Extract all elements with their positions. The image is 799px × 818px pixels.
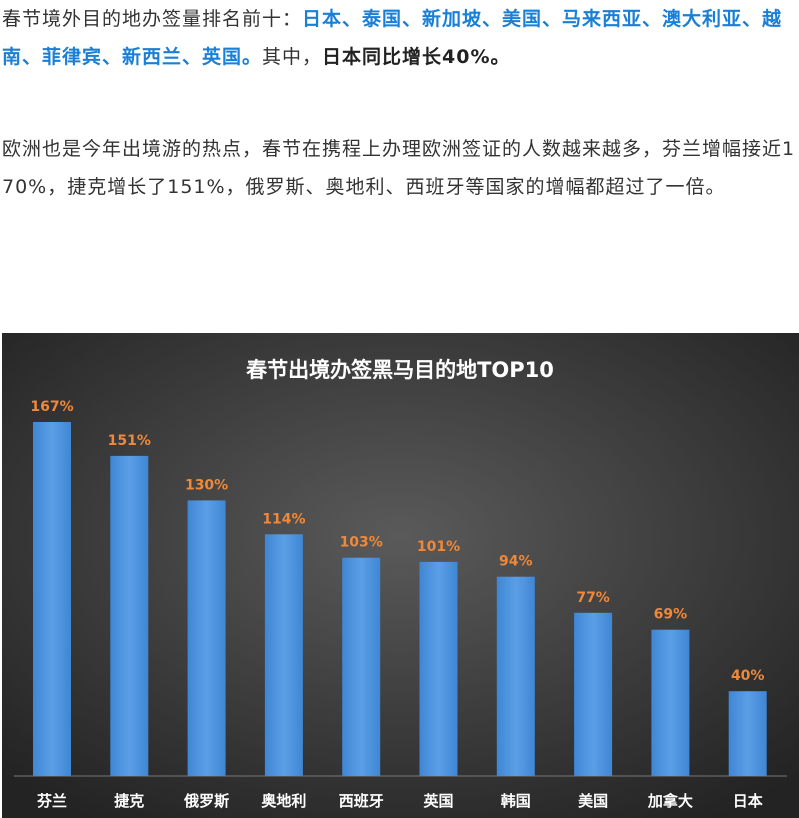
ranking-mid-text: 其中，: [262, 46, 323, 68]
article-body: 春节境外目的地办签量排名前十：日本、泰国、新加坡、美国、马来西亚、澳大利亚、越南…: [0, 0, 799, 206]
category-label: 加拿大: [647, 792, 693, 810]
bar-2: [187, 500, 226, 776]
category-label: 美国: [578, 792, 608, 810]
japan-growth-bold: 日本同比增长40%。: [322, 46, 511, 68]
category-label: 奥地利: [261, 792, 306, 810]
bar-chart: 春节出境办签黑马目的地TOP10 167% 芬兰 151% 捷克 130% 俄罗斯 114%…: [2, 333, 799, 818]
category-label: 韩国: [501, 792, 531, 810]
bar-9: [728, 691, 767, 776]
bar-value-label: 40%: [731, 668, 765, 684]
paragraph-europe-hotspot: 欧洲也是今年出境游的热点，春节在携程上办理欧洲签证的人数越来越多，芬兰增幅接近1…: [2, 138, 796, 198]
bar-value-label: 114%: [262, 511, 305, 527]
category-label: 捷克: [114, 792, 144, 810]
paragraph-visa-ranking: 春节境外目的地办签量排名前十：日本、泰国、新加坡、美国、马来西亚、澳大利亚、越南…: [2, 0, 797, 76]
category-label: 芬兰: [37, 792, 67, 810]
category-label: 英国: [423, 792, 453, 810]
bar-value-label: 94%: [499, 554, 533, 570]
bar-value-label: 151%: [108, 433, 151, 449]
bar-4: [342, 557, 381, 776]
bar-value-label: 69%: [654, 607, 688, 623]
bar-value-label: 130%: [185, 477, 228, 493]
ranking-lead-text: 春节境外目的地办签量排名前十：: [2, 8, 303, 30]
bar-value-label: 101%: [417, 539, 460, 555]
category-label: 日本: [733, 792, 763, 810]
bar-7: [574, 612, 613, 776]
bar-value-label: 103%: [340, 535, 383, 551]
bars-group: 167% 芬兰 151% 捷克 130% 俄罗斯 114% 奥地利 103% 西班牙 101% 英国 9…: [30, 399, 767, 810]
bar-chart-container: 春节出境办签黑马目的地TOP10 167% 芬兰 151% 捷克 130% 俄罗斯 114%…: [2, 333, 799, 818]
bar-0: [33, 422, 71, 776]
bar-1: [110, 455, 149, 776]
bar-5: [419, 561, 458, 776]
category-label: 俄罗斯: [183, 792, 229, 810]
ranking-countries-highlight: 日本、泰国、新加坡、美国、马来西亚、澳大利亚、越南、菲律宾、新西兰、英国。: [2, 8, 783, 68]
bar-8: [651, 629, 690, 776]
category-label: 西班牙: [339, 792, 384, 810]
bar-value-label: 167%: [30, 399, 73, 415]
bar-6: [496, 576, 535, 776]
chart-title: 春节出境办签黑马目的地TOP10: [246, 358, 554, 382]
bar-value-label: 77%: [576, 590, 610, 606]
bar-3: [264, 534, 303, 776]
